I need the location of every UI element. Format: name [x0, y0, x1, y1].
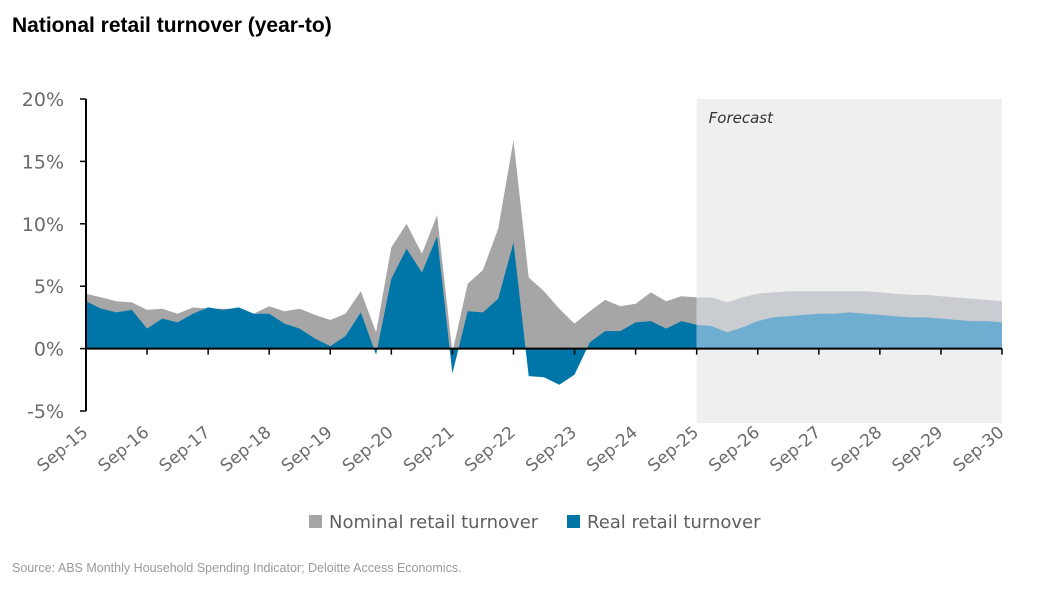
x-tick-labels: Sep-15 Sep-16 Sep-17 Sep-18 Sep-19 Sep-20 Sep-…	[34, 423, 1009, 477]
x-tick-label: Sep-25	[644, 423, 703, 477]
chart-title: National retail turnover (year-to)	[12, 14, 332, 37]
y-tick-label: 10%	[22, 214, 64, 236]
x-tick-label: Sep-26	[705, 423, 764, 477]
y-tick-label: 15%	[22, 151, 64, 173]
y-tick-label: 5%	[34, 276, 64, 298]
x-tick-label: Sep-22	[461, 423, 520, 477]
source-note: Source: ABS Monthly Household Spending I…	[12, 561, 462, 575]
forecast-region	[696, 99, 1002, 423]
x-tick-label: Sep-19	[278, 423, 337, 477]
chart-axes	[80, 98, 1003, 412]
legend: Nominal retail turnover Real retail turno…	[309, 512, 761, 533]
x-tick-label: Sep-16	[95, 423, 154, 477]
x-tick-label: Sep-23	[522, 423, 581, 477]
x-tick-label: Sep-28	[827, 423, 886, 477]
nominal-retail-turnover-legend-label: Nominal retail turnover	[329, 512, 539, 533]
y-tick-label: 0%	[34, 339, 64, 361]
real-retail-turnover-legend-label: Real retail turnover	[587, 512, 761, 533]
x-tick-label: Sep-20	[339, 423, 398, 477]
x-tick-label: Sep-18	[217, 423, 276, 477]
y-tick-label: -5%	[27, 401, 64, 423]
nominal-retail-turnover-legend-swatch	[309, 515, 322, 528]
x-tick-label: Sep-27	[766, 423, 825, 477]
x-tick-label: Sep-21	[400, 423, 459, 477]
forecast-label: Forecast	[709, 109, 774, 127]
x-tick-label: Sep-30	[950, 423, 1009, 477]
y-tick-labels: -5% 0% 5% 10% 15% 20%	[22, 89, 64, 423]
x-tick-label: Sep-17	[156, 423, 215, 477]
real-retail-turnover-forecast-area	[696, 312, 1002, 349]
x-tick-label: Sep-15	[34, 423, 93, 477]
real-retail-turnover-legend-swatch	[567, 515, 580, 528]
x-tick-label: Sep-24	[583, 423, 642, 477]
y-tick-label: 20%	[22, 89, 64, 111]
nominal-retail-turnover-area	[86, 140, 697, 353]
x-tick-label: Sep-29	[888, 423, 947, 477]
